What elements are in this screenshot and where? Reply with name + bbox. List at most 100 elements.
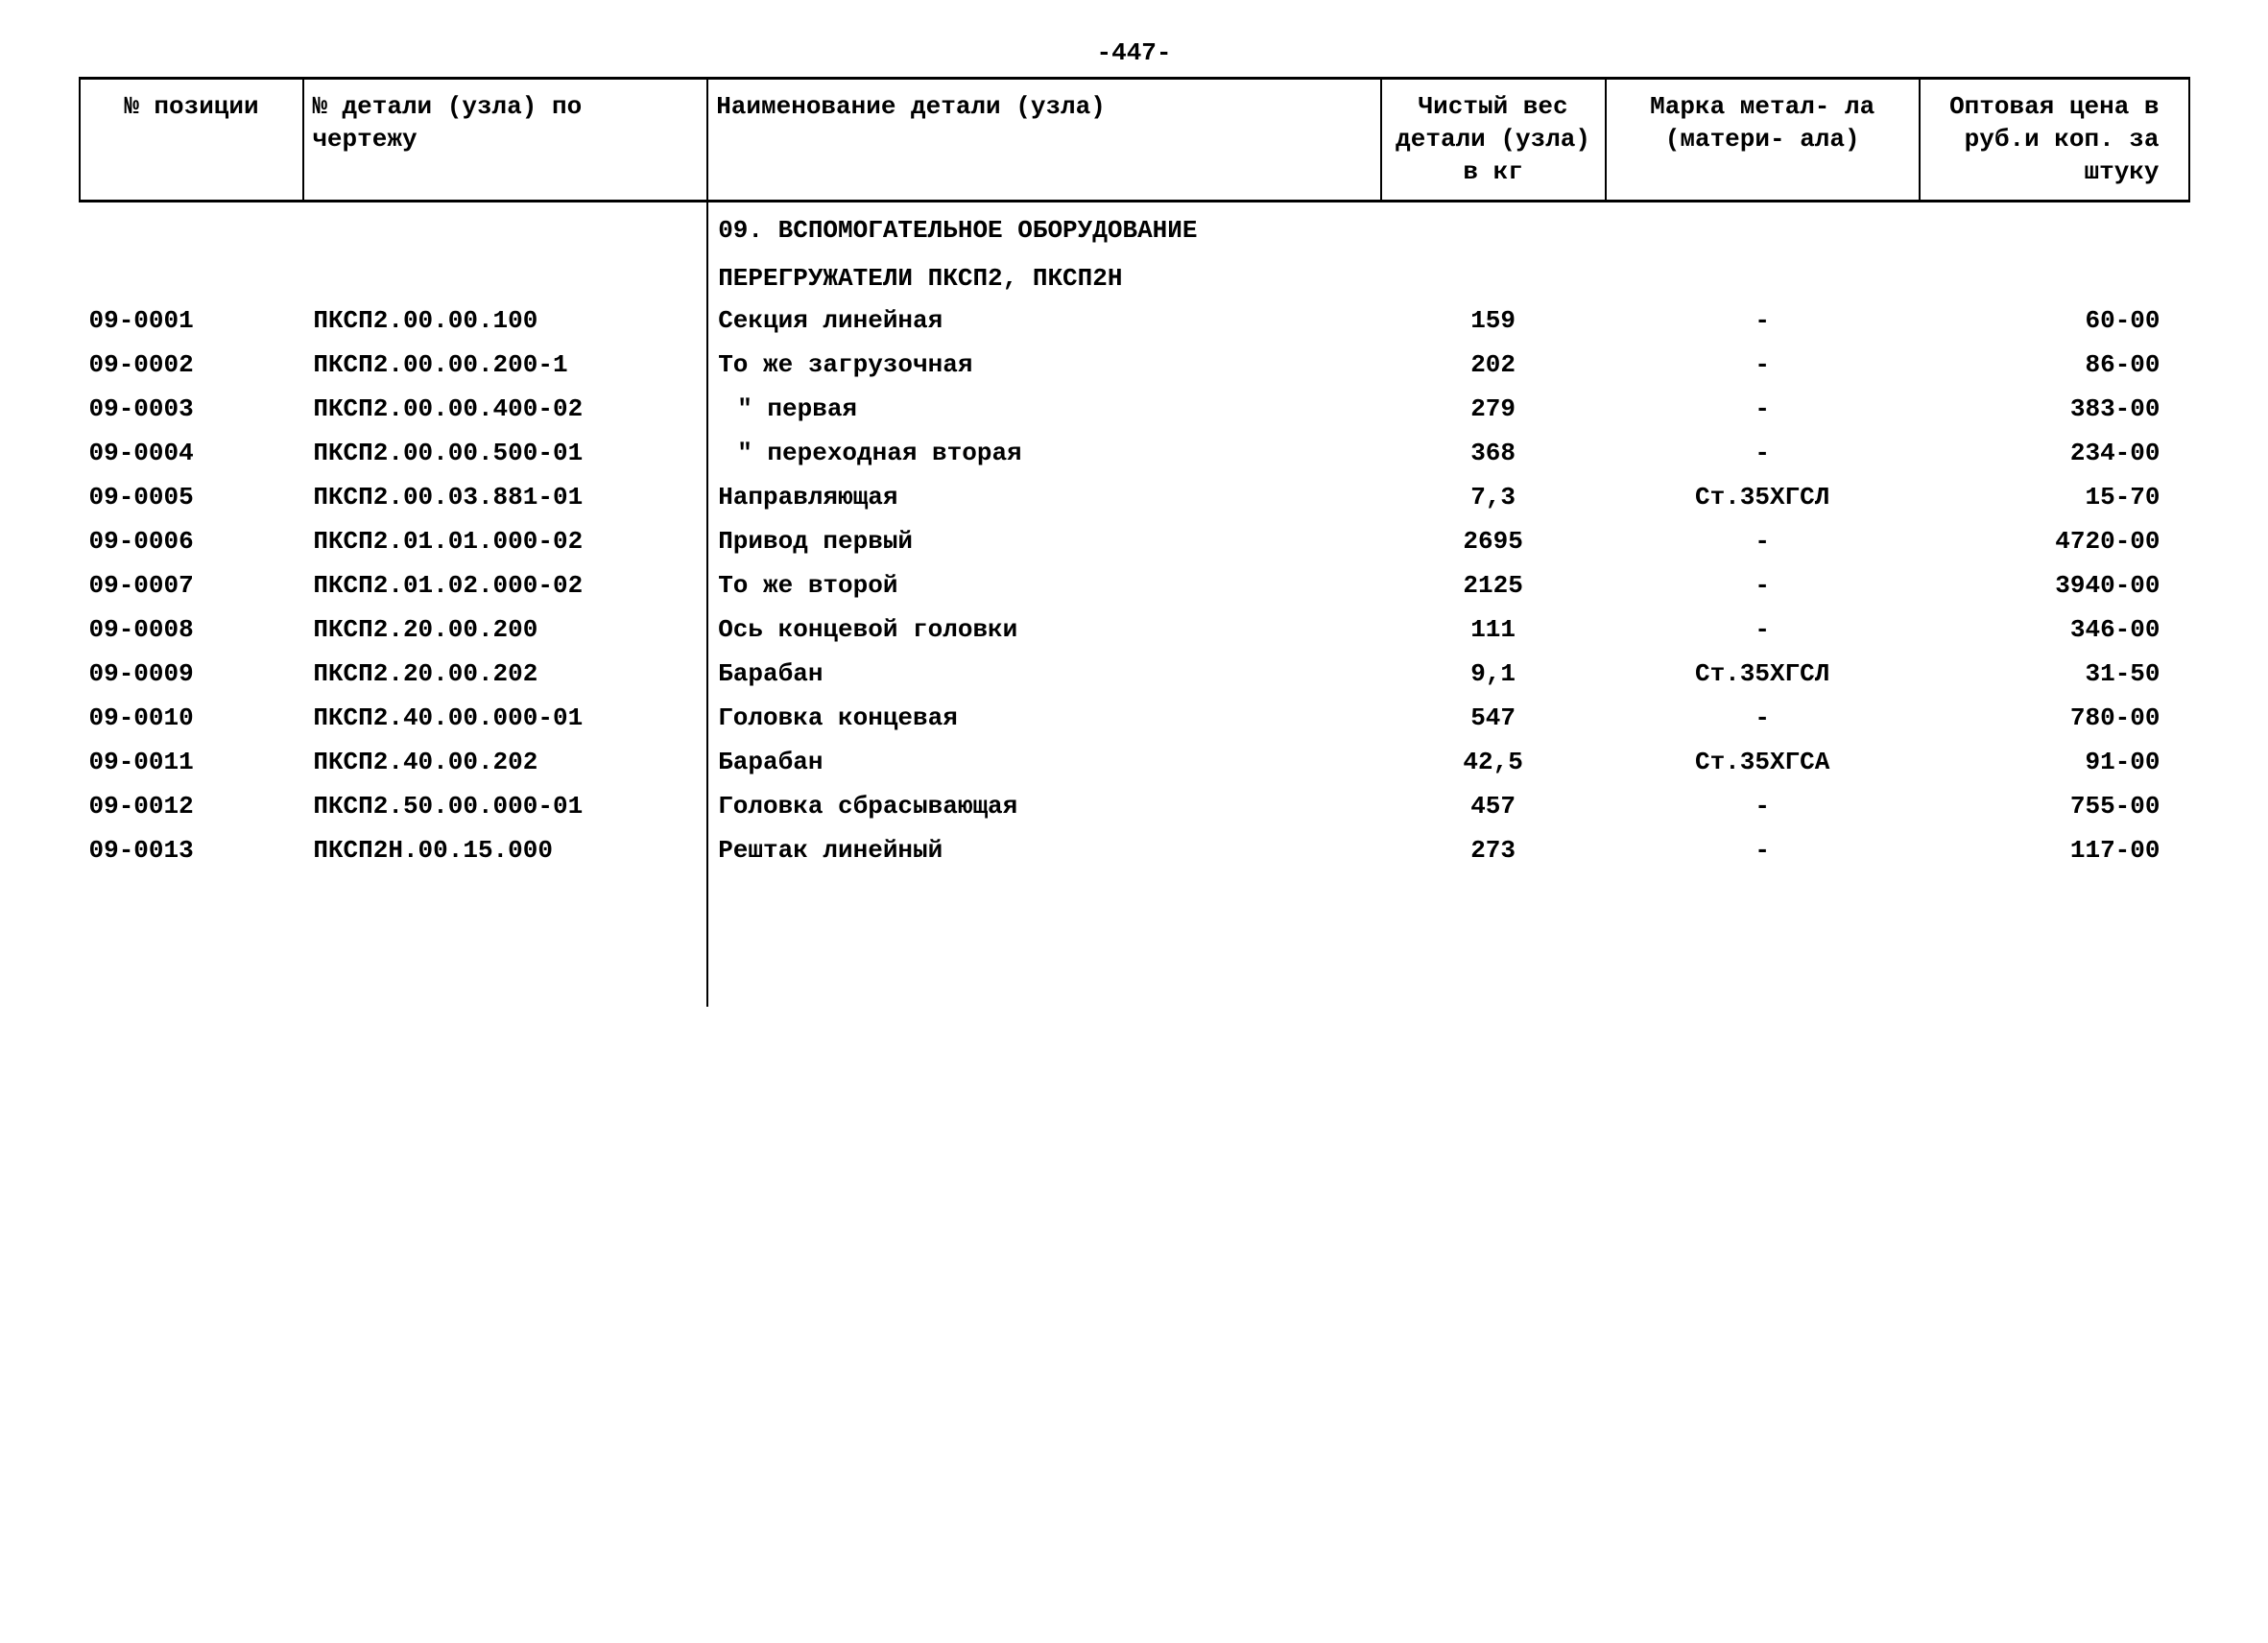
cell-price: 234-00: [1920, 431, 2189, 475]
cell-price: 86-00: [1920, 343, 2189, 387]
cell-det: ПКСП2.01.02.000-02: [303, 563, 707, 607]
cell-price: 3940-00: [1920, 563, 2189, 607]
cell-pos: 09-0010: [80, 696, 304, 740]
parts-table: № позиции № детали (узла) по чертежу Наи…: [79, 77, 2190, 1007]
cell-weight: 9,1: [1381, 652, 1606, 696]
table-row: 09-0008 ПКСП2.20.00.200 Ось концевой гол…: [80, 607, 2189, 652]
section-title-1: 09. ВСПОМОГАТЕЛЬНОЕ ОБОРУДОВАНИЕ: [707, 202, 1380, 251]
cell-name: Барабан: [707, 652, 1380, 696]
cell-price: 117-00: [1920, 828, 2189, 872]
cell-weight: 111: [1381, 607, 1606, 652]
table-row: 09-0004 ПКСП2.00.00.500-01 " переходная …: [80, 431, 2189, 475]
cell-name: Головка концевая: [707, 696, 1380, 740]
cell-weight: 159: [1381, 298, 1606, 343]
cell-pos: 09-0003: [80, 387, 304, 431]
section-row: ПЕРЕГРУЖАТЕЛИ ПКСП2, ПКСП2Н: [80, 250, 2189, 298]
header-row: № позиции № детали (узла) по чертежу Наи…: [80, 79, 2189, 202]
cell-price: 755-00: [1920, 784, 2189, 828]
cell-mark: Ст.35ХГСА: [1606, 740, 1920, 784]
table-row: 09-0011 ПКСП2.40.00.202 Барабан 42,5 Ст.…: [80, 740, 2189, 784]
cell-name: Головка сбрасывающая: [707, 784, 1380, 828]
cell-pos: 09-0007: [80, 563, 304, 607]
cell-mark: -: [1606, 696, 1920, 740]
table-row: 09-0013 ПКСП2Н.00.15.000 Рештак линейный…: [80, 828, 2189, 872]
table-row: 09-0002 ПКСП2.00.00.200-1 То же загрузоч…: [80, 343, 2189, 387]
table-row: 09-0003 ПКСП2.00.00.400-02 " первая 279 …: [80, 387, 2189, 431]
cell-det: ПКСП2.00.00.500-01: [303, 431, 707, 475]
cell-det: ПКСП2.40.00.202: [303, 740, 707, 784]
cell-mark: Ст.35ХГСЛ: [1606, 475, 1920, 519]
cell-weight: 279: [1381, 387, 1606, 431]
cell-weight: 547: [1381, 696, 1606, 740]
cell-pos: 09-0008: [80, 607, 304, 652]
cell-price: 780-00: [1920, 696, 2189, 740]
cell-det: ПКСП2.50.00.000-01: [303, 784, 707, 828]
table-row: 09-0009 ПКСП2.20.00.202 Барабан 9,1 Ст.3…: [80, 652, 2189, 696]
cell-det: ПКСП2.00.00.100: [303, 298, 707, 343]
cell-price: 60-00: [1920, 298, 2189, 343]
section-row: 09. ВСПОМОГАТЕЛЬНОЕ ОБОРУДОВАНИЕ: [80, 202, 2189, 251]
cell-pos: 09-0005: [80, 475, 304, 519]
cell-det: ПКСП2.00.00.400-02: [303, 387, 707, 431]
cell-pos: 09-0004: [80, 431, 304, 475]
cell-pos: 09-0001: [80, 298, 304, 343]
header-name: Наименование детали (узла): [707, 79, 1380, 202]
table-row: 09-0005 ПКСП2.00.03.881-01 Направляющая …: [80, 475, 2189, 519]
cell-weight: 273: [1381, 828, 1606, 872]
cell-pos: 09-0002: [80, 343, 304, 387]
cell-weight: 202: [1381, 343, 1606, 387]
cell-price: 346-00: [1920, 607, 2189, 652]
cell-det: ПКСП2.01.01.000-02: [303, 519, 707, 563]
cell-weight: 457: [1381, 784, 1606, 828]
cell-pos: 09-0012: [80, 784, 304, 828]
cell-det: ПКСП2.20.00.200: [303, 607, 707, 652]
cell-mark: -: [1606, 607, 1920, 652]
cell-weight: 7,3: [1381, 475, 1606, 519]
cell-det: ПКСП2.00.00.200-1: [303, 343, 707, 387]
cell-weight: 2695: [1381, 519, 1606, 563]
cell-name: Направляющая: [707, 475, 1380, 519]
header-price: Оптовая цена в руб.и коп. за штуку: [1920, 79, 2189, 202]
table-row: 09-0001 ПКСП2.00.00.100 Секция линейная …: [80, 298, 2189, 343]
cell-name: " первая: [707, 387, 1380, 431]
cell-weight: 42,5: [1381, 740, 1606, 784]
header-pos: № позиции: [80, 79, 304, 202]
cell-mark: -: [1606, 828, 1920, 872]
header-mark: Марка метал- ла (матери- ала): [1606, 79, 1920, 202]
cell-name: Рештак линейный: [707, 828, 1380, 872]
cell-mark: -: [1606, 298, 1920, 343]
cell-det: ПКСП2Н.00.15.000: [303, 828, 707, 872]
cell-name: " переходная вторая: [707, 431, 1380, 475]
cell-price: 383-00: [1920, 387, 2189, 431]
table-row: 09-0006 ПКСП2.01.01.000-02 Привод первый…: [80, 519, 2189, 563]
table-body: 09. ВСПОМОГАТЕЛЬНОЕ ОБОРУДОВАНИЕ ПЕРЕГРУ…: [80, 202, 2189, 1008]
cell-mark: Ст.35ХГСЛ: [1606, 652, 1920, 696]
cell-pos: 09-0009: [80, 652, 304, 696]
cell-price: 15-70: [1920, 475, 2189, 519]
cell-mark: -: [1606, 784, 1920, 828]
header-weight: Чистый вес детали (узла) в кг: [1381, 79, 1606, 202]
spacer-row: [80, 872, 2189, 1007]
cell-weight: 368: [1381, 431, 1606, 475]
cell-pos: 09-0006: [80, 519, 304, 563]
cell-name: Ось концевой головки: [707, 607, 1380, 652]
page-number: -447-: [79, 38, 2190, 67]
table-row: 09-0010 ПКСП2.40.00.000-01 Головка конце…: [80, 696, 2189, 740]
cell-price: 91-00: [1920, 740, 2189, 784]
table-row: 09-0007 ПКСП2.01.02.000-02 То же второй …: [80, 563, 2189, 607]
cell-det: ПКСП2.20.00.202: [303, 652, 707, 696]
cell-det: ПКСП2.40.00.000-01: [303, 696, 707, 740]
cell-name: Барабан: [707, 740, 1380, 784]
cell-mark: -: [1606, 431, 1920, 475]
cell-price: 31-50: [1920, 652, 2189, 696]
cell-name: Привод первый: [707, 519, 1380, 563]
section-title-2: ПЕРЕГРУЖАТЕЛИ ПКСП2, ПКСП2Н: [707, 250, 1380, 298]
cell-name: То же загрузочная: [707, 343, 1380, 387]
header-det: № детали (узла) по чертежу: [303, 79, 707, 202]
cell-mark: -: [1606, 563, 1920, 607]
cell-name: Секция линейная: [707, 298, 1380, 343]
cell-mark: -: [1606, 519, 1920, 563]
table-row: 09-0012 ПКСП2.50.00.000-01 Головка сбрас…: [80, 784, 2189, 828]
cell-det: ПКСП2.00.03.881-01: [303, 475, 707, 519]
cell-weight: 2125: [1381, 563, 1606, 607]
